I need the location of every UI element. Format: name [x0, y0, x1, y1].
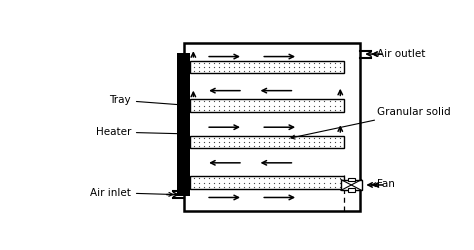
Bar: [177, 53, 190, 196]
Bar: [190, 61, 344, 73]
Text: Air inlet: Air inlet: [90, 188, 173, 198]
Text: Heater: Heater: [95, 127, 186, 137]
Text: Granular solid: Granular solid: [291, 107, 451, 139]
Bar: [190, 99, 344, 112]
Bar: [184, 44, 360, 211]
Bar: [190, 136, 344, 148]
Bar: [190, 176, 344, 189]
Bar: [347, 178, 355, 182]
Text: Fan: Fan: [371, 179, 395, 189]
Text: Tray: Tray: [109, 95, 187, 107]
Bar: [347, 188, 355, 192]
Bar: [341, 180, 362, 190]
Text: Air outlet: Air outlet: [373, 49, 425, 59]
